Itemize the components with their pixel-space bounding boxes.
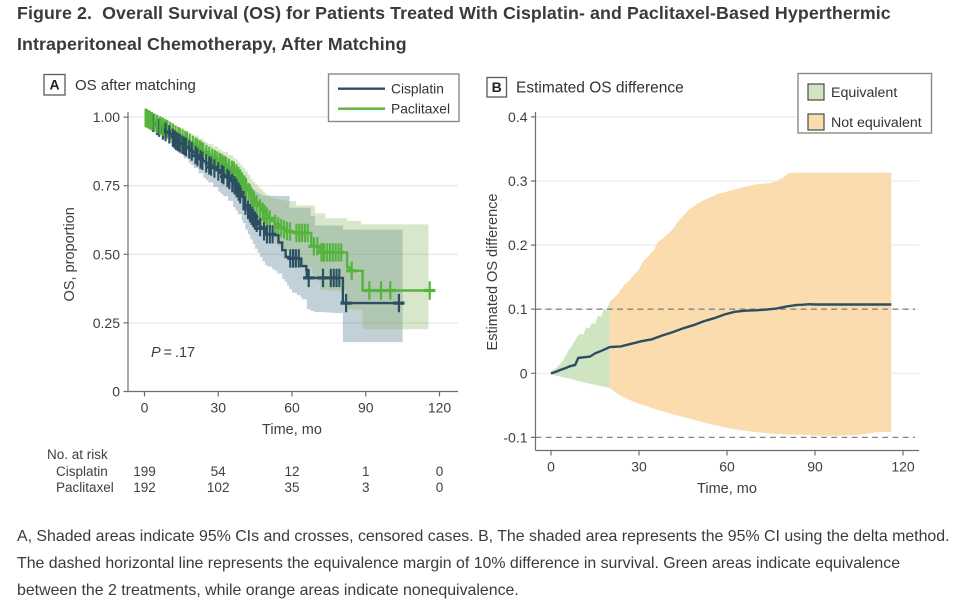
svg-text:90: 90 [358, 400, 374, 416]
svg-text:Estimated OS difference: Estimated OS difference [485, 194, 501, 351]
svg-text:3: 3 [362, 480, 370, 495]
svg-text:0.4: 0.4 [508, 109, 528, 125]
svg-text:192: 192 [133, 480, 156, 495]
svg-text:Cisplatin: Cisplatin [56, 464, 108, 479]
svg-text:1.00: 1.00 [93, 109, 120, 125]
svg-text:OS after matching: OS after matching [75, 77, 196, 94]
svg-text:1: 1 [362, 464, 370, 479]
svg-text:Time, mo: Time, mo [262, 422, 322, 438]
svg-text:0.25: 0.25 [93, 315, 120, 331]
svg-text:-0.1: -0.1 [503, 429, 527, 445]
svg-text:Equivalent: Equivalent [831, 85, 897, 101]
svg-text:Estimated OS difference: Estimated OS difference [516, 80, 684, 97]
svg-text:0: 0 [520, 365, 528, 381]
svg-text:0: 0 [141, 400, 149, 416]
svg-text:120: 120 [891, 459, 915, 475]
svg-text:Not equivalent: Not equivalent [831, 115, 922, 131]
svg-text:0: 0 [436, 464, 444, 479]
svg-text:12: 12 [284, 464, 299, 479]
svg-text:0.2: 0.2 [508, 237, 528, 253]
svg-text:0: 0 [436, 480, 444, 495]
svg-text:Cisplatin: Cisplatin [391, 82, 444, 97]
svg-text:OS, proportion: OS, proportion [62, 207, 78, 301]
svg-text:0: 0 [547, 459, 555, 475]
svg-text:30: 30 [631, 459, 647, 475]
svg-text:199: 199 [133, 464, 156, 479]
svg-text:102: 102 [207, 480, 230, 495]
svg-text:60: 60 [284, 400, 300, 416]
svg-text:54: 54 [211, 464, 227, 479]
svg-text:A: A [49, 77, 59, 93]
svg-text:30: 30 [210, 400, 226, 416]
svg-text:Time, mo: Time, mo [697, 481, 757, 497]
svg-text:0.1: 0.1 [508, 301, 528, 317]
svg-text:60: 60 [719, 459, 735, 475]
svg-text:90: 90 [807, 459, 823, 475]
svg-text:0: 0 [112, 384, 120, 400]
svg-text:No. at risk: No. at risk [47, 447, 108, 462]
svg-text:0.3: 0.3 [508, 173, 528, 189]
svg-text:0.50: 0.50 [93, 246, 120, 262]
svg-text:0.75: 0.75 [93, 178, 120, 194]
svg-text:B: B [492, 79, 502, 95]
svg-text:Paclitaxel: Paclitaxel [391, 102, 450, 117]
svg-text:Paclitaxel: Paclitaxel [56, 480, 114, 495]
svg-text:35: 35 [284, 480, 299, 495]
svg-text:P = .17: P = .17 [151, 345, 195, 361]
svg-text:120: 120 [428, 400, 452, 416]
